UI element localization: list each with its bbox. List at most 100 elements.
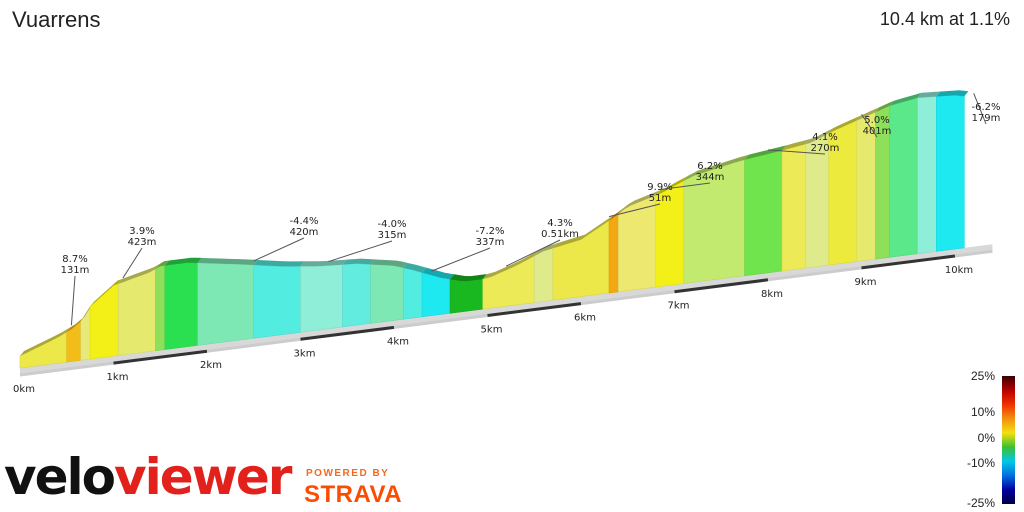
profile-segment-top: [889, 92, 922, 106]
profile-segment-top: [655, 175, 688, 196]
profile-segment-top: [197, 257, 258, 265]
annotation-length: 270m: [811, 143, 840, 154]
profile-segment-top: [534, 243, 557, 257]
axis-band: [19, 361, 114, 377]
annotation-length: 179m: [972, 113, 1001, 124]
profile-segment-top: [342, 258, 375, 265]
annotation-length: 131m: [61, 265, 90, 276]
profile-segment: [253, 264, 301, 339]
profile-segment: [66, 320, 82, 363]
profile-segment: [155, 265, 166, 352]
profile-segment-top: [936, 90, 969, 97]
profile-segment: [917, 96, 937, 255]
x-tick-label: 4km: [387, 336, 409, 347]
annotation-length: 423m: [128, 237, 157, 248]
profile-segment: [117, 268, 156, 356]
profile-segment-top: [805, 128, 833, 145]
profile-segment-top: [683, 154, 749, 181]
powered-by-label: POWERED BY: [306, 468, 390, 479]
annotation-length: 315m: [378, 230, 407, 241]
profile-segment-top: [828, 115, 861, 134]
x-tick-label: 6km: [574, 313, 596, 324]
annotation-length: 344m: [696, 172, 725, 183]
axis-band: [487, 302, 582, 317]
annotation-length: 401m: [863, 126, 892, 137]
annotation-length: 420m: [290, 227, 319, 238]
profile-segment: [781, 143, 806, 272]
profile-segment-top: [253, 259, 305, 267]
profile-segment: [197, 262, 255, 346]
profile-segment: [805, 132, 830, 269]
x-tick-label: 5km: [481, 325, 503, 336]
annotation-leader: [861, 114, 878, 138]
annotation-grade: 4.3%: [547, 218, 572, 229]
legend-tick-label: 25%: [971, 369, 995, 383]
profile-segment: [89, 283, 119, 360]
profile-segment-top: [403, 262, 427, 273]
annotation-length: 337m: [476, 237, 505, 248]
gradient-legend: 25% 10% 0% -10% -25%: [967, 369, 1015, 510]
annotation-grade: -4.0%: [377, 219, 406, 230]
profile-segment-top: [618, 190, 660, 214]
x-tick-label: 9km: [855, 277, 877, 288]
legend-tick-label: -10%: [967, 456, 995, 470]
profile-segment-top: [20, 327, 71, 356]
profile-segment-top: [552, 215, 614, 249]
x-tick-label: 7km: [668, 301, 690, 312]
profile-segment: [889, 97, 918, 258]
annotation-leader: [253, 237, 305, 262]
profile-segment-top: [422, 267, 455, 280]
legend-tick-label: 10%: [971, 405, 995, 419]
annotation-leader: [70, 275, 76, 326]
annotation-grade: -4.4%: [289, 216, 318, 227]
profile-segment-top: [90, 278, 123, 307]
axis-band: [767, 266, 862, 282]
profile-segment-top: [155, 260, 169, 269]
profile-segment: [608, 213, 619, 294]
annotation-leader: [122, 247, 143, 279]
annotation-leader: [431, 247, 491, 272]
legend-color-bar: [1002, 376, 1015, 504]
profile-segment-top: [744, 145, 787, 160]
profile-segment: [744, 149, 783, 277]
annotation-grade: -7.2%: [475, 226, 504, 237]
legend-tick-label: 0%: [978, 431, 996, 445]
x-tick-label: 1km: [107, 372, 129, 383]
axis-band: [861, 254, 956, 270]
profile-segment: [300, 264, 343, 333]
annotation-grade: 8.7%: [62, 254, 87, 265]
annotation-grade: 9.9%: [647, 182, 672, 193]
profile-segment-top: [875, 100, 894, 113]
annotation-grade: -6.2%: [971, 102, 1000, 113]
profile-segment: [482, 255, 535, 310]
profile-segment: [403, 267, 423, 320]
annotation-grade: 4.1%: [812, 132, 837, 143]
x-tick-label: 3km: [294, 348, 316, 359]
x-tick-label: 10km: [945, 265, 973, 276]
page-title: Vuarrens: [12, 7, 101, 32]
annotation-length: 0.51km: [541, 229, 579, 240]
profile-segment-top: [66, 316, 85, 333]
axis-band: [954, 249, 993, 258]
profile-segment-top: [782, 139, 810, 151]
veloviewer-logo: veloviewer: [4, 452, 292, 502]
profile-segment: [935, 94, 965, 252]
profile-segment-top: [917, 91, 941, 98]
annotation-leader: [767, 149, 826, 155]
profile-segment: [342, 263, 371, 328]
x-tick-label: 0km: [13, 384, 35, 395]
axis-band: [300, 325, 395, 341]
annotation-leader: [973, 93, 987, 125]
profile-segment: [533, 247, 554, 303]
profile-segment-top: [370, 259, 408, 268]
profile-group: [19, 90, 993, 376]
annotation-length: 51m: [649, 193, 671, 204]
profile-segment-top: [300, 259, 347, 267]
axis-band: [113, 349, 208, 365]
legend-tick-label: -25%: [967, 496, 995, 510]
strava-logo: STRAVA: [304, 481, 403, 508]
annotation-leader: [660, 182, 711, 190]
axis-band: [580, 290, 675, 306]
annotation-leader: [505, 239, 561, 267]
